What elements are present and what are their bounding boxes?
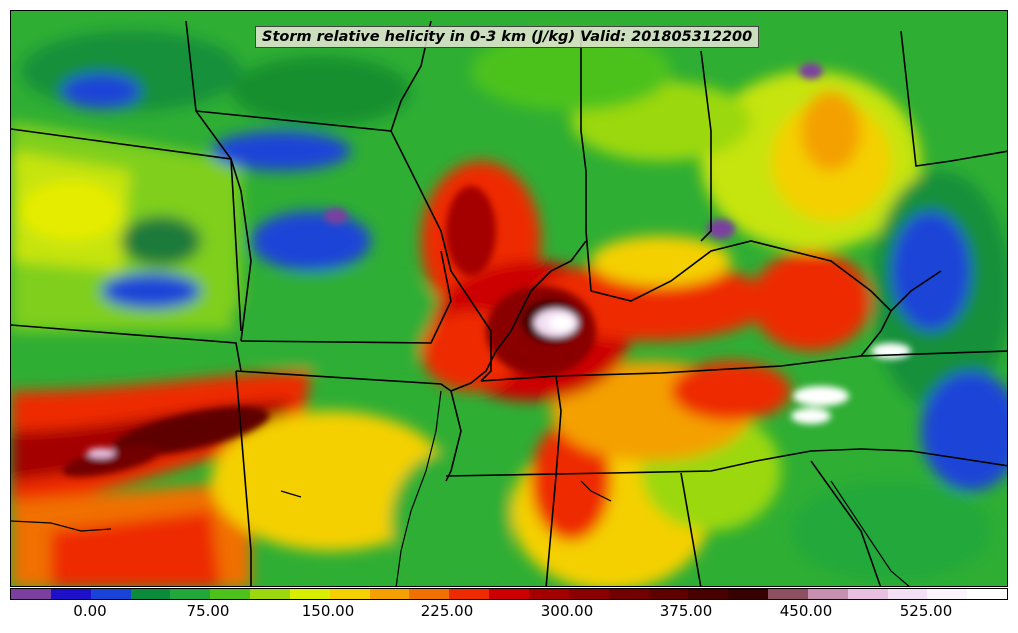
colorbar-tick-label: 150.00 [301,602,355,620]
colorbar-swatch [449,589,490,599]
colorbar-swatch [210,589,251,599]
colorbar-swatch [608,589,649,599]
colorbar-swatch [90,589,131,599]
colorbar-swatch [648,589,689,599]
colorbar-swatch [768,589,808,599]
colorbar-swatch [528,589,569,599]
state-borders [11,20,1007,586]
rivers-coastline [11,390,910,586]
colorbar-swatch [11,589,51,599]
colorbar-swatch [887,589,928,599]
colorbar-swatch [289,589,330,599]
colorbar-swatch [50,589,91,599]
colorbar-swatch [409,589,450,599]
colorbar-swatch [568,589,609,599]
colorbar-swatch [170,589,211,599]
colorbar-swatch [369,589,410,599]
colorbar [10,588,1008,600]
helicity-core [62,63,911,477]
colorbar-swatch [807,589,848,599]
colorbar-swatch [130,589,171,599]
helicity-map [11,11,1007,586]
colorbar-swatch [250,589,290,599]
colorbar-tick-label: 450.00 [779,602,833,620]
colorbar-swatch [967,589,1008,599]
colorbar-swatch [688,589,729,599]
colorbar-tick-label: 375.00 [659,602,713,620]
colorbar-swatch [728,589,769,599]
colorbar-tick-label: 75.00 [186,602,230,620]
map-title: Storm relative helicity in 0-3 km (J/kg)… [255,26,760,48]
colorbar-tick-label: 525.00 [899,602,953,620]
colorbar-labels: 0.00 75.00 150.00 225.00 300.00 375.00 450.00 5… [10,602,1008,622]
colorbar-tick-label: 0.00 [73,602,107,620]
colorbar-swatch [847,589,888,599]
colorbar-swatch [927,589,968,599]
colorbar-tick-label: 300.00 [540,602,594,620]
colorbar-swatch [489,589,529,599]
colorbar-tick-label: 225.00 [420,602,474,620]
map-panel: Storm relative helicity in 0-3 km (J/kg)… [10,10,1008,587]
colorbar-swatch [329,589,370,599]
